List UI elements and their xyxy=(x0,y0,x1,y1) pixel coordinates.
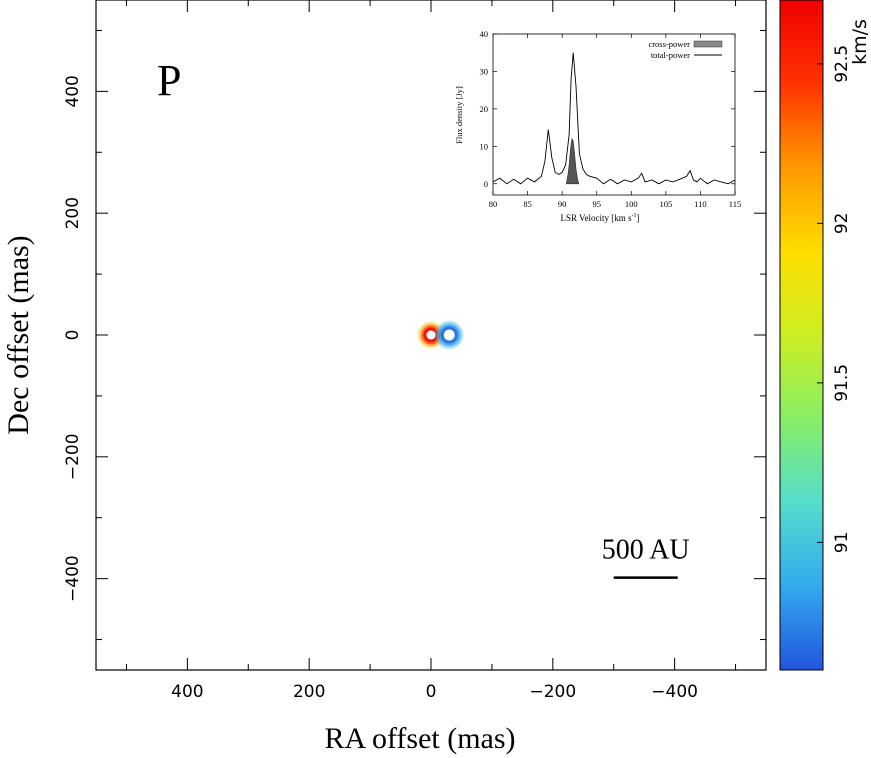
maser-spot-core xyxy=(426,330,436,340)
cross-power-series xyxy=(565,138,580,185)
inset-axis-tick-labels: 80 85 90 95 100 105 110 115 0 10 20 30 40 xyxy=(480,29,742,209)
colorbar-ticks: 91 91.5 92 92.5 xyxy=(817,45,852,553)
y-tick-label: −200 xyxy=(63,433,83,480)
x-tick-label: 0 xyxy=(426,682,437,702)
maser-spot-ring xyxy=(436,322,462,348)
inset-x-tick-label: 95 xyxy=(592,199,601,209)
inset-x-tick-label: 90 xyxy=(558,199,567,209)
y-tick-label: −400 xyxy=(63,555,83,602)
inset-y-tick-label: 40 xyxy=(480,29,489,39)
main-axis-ticks xyxy=(96,0,766,670)
inset-x-axis-label: LSR Velocity [km s-1] xyxy=(560,213,639,223)
inset-x-tick-label: 115 xyxy=(729,199,741,209)
maser-spot-core xyxy=(444,330,454,340)
colorbar-tick-label: 91.5 xyxy=(832,364,852,402)
x-axis-label: RA offset (mas) xyxy=(324,722,515,755)
x-tick-label: 200 xyxy=(293,682,325,702)
maser-spot-ring xyxy=(434,320,464,350)
y-tick-label: 0 xyxy=(63,330,83,341)
legend-cross-power-label: cross-power xyxy=(648,39,690,49)
maser-spot xyxy=(434,320,464,350)
y-axis-label: Dec offset (mas) xyxy=(2,235,35,434)
inset-x-tick-label: 80 xyxy=(489,199,498,209)
legend-cross-power-swatch xyxy=(693,40,723,48)
inset-y-axis-label: Flux density [Jy] xyxy=(454,86,464,144)
panel-label: P xyxy=(157,56,181,105)
total-power-series xyxy=(492,52,736,185)
inset-y-tick-label: 10 xyxy=(480,141,489,151)
maser-spots xyxy=(417,320,464,350)
inset-x-tick-label: 105 xyxy=(659,199,672,209)
inset-y-tick-label: 30 xyxy=(480,66,489,76)
scale-bar-label: 500 AU xyxy=(602,535,690,566)
x-tick-label: −400 xyxy=(651,682,698,702)
y-tick-label: 200 xyxy=(63,197,83,229)
inset-y-tick-label: 20 xyxy=(480,104,489,114)
inset-x-tick-label: 110 xyxy=(694,199,706,209)
inset-x-tick-label: 85 xyxy=(523,199,532,209)
maser-spot-ring xyxy=(438,324,460,346)
colorbar-tick-label: 91 xyxy=(832,532,852,554)
inset-frame xyxy=(492,33,736,196)
colorbar-tick-label: 92 xyxy=(832,213,852,235)
inset-y-tick-label: 0 xyxy=(484,179,488,189)
maser-spot-ring xyxy=(440,326,458,344)
legend-total-power-label: total-power xyxy=(651,50,690,60)
colorbar xyxy=(779,0,824,671)
colorbar-tick-label: 92.5 xyxy=(832,45,852,83)
x-tick-label: 400 xyxy=(171,682,203,702)
y-tick-label: 400 xyxy=(63,75,83,107)
colorbar-unit-label: km/s xyxy=(849,19,871,65)
inset-axis-ticks xyxy=(492,33,736,195)
x-tick-label: −200 xyxy=(529,682,576,702)
inset-x-tick-label: 100 xyxy=(625,199,638,209)
